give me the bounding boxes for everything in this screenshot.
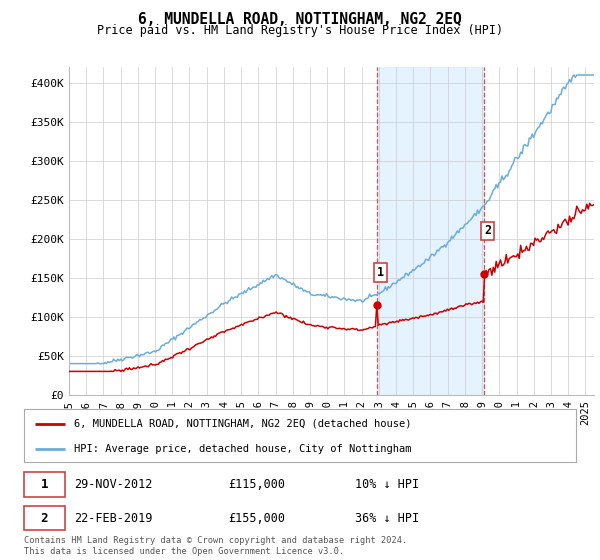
Text: 2: 2 bbox=[484, 225, 491, 237]
Text: 2: 2 bbox=[41, 511, 48, 525]
Text: 36% ↓ HPI: 36% ↓ HPI bbox=[355, 511, 419, 525]
Text: 1: 1 bbox=[377, 266, 385, 279]
Text: 29-NOV-2012: 29-NOV-2012 bbox=[74, 478, 152, 491]
FancyBboxPatch shape bbox=[24, 472, 65, 497]
Text: Contains HM Land Registry data © Crown copyright and database right 2024.
This d: Contains HM Land Registry data © Crown c… bbox=[24, 536, 407, 556]
Text: 6, MUNDELLA ROAD, NOTTINGHAM, NG2 2EQ (detached house): 6, MUNDELLA ROAD, NOTTINGHAM, NG2 2EQ (d… bbox=[74, 419, 411, 429]
Text: 10% ↓ HPI: 10% ↓ HPI bbox=[355, 478, 419, 491]
Text: £115,000: £115,000 bbox=[228, 478, 285, 491]
Text: £155,000: £155,000 bbox=[228, 511, 285, 525]
Text: 22-FEB-2019: 22-FEB-2019 bbox=[74, 511, 152, 525]
Text: HPI: Average price, detached house, City of Nottingham: HPI: Average price, detached house, City… bbox=[74, 444, 411, 454]
Text: 6, MUNDELLA ROAD, NOTTINGHAM, NG2 2EQ: 6, MUNDELLA ROAD, NOTTINGHAM, NG2 2EQ bbox=[138, 12, 462, 27]
Text: 1: 1 bbox=[41, 478, 48, 491]
FancyBboxPatch shape bbox=[24, 506, 65, 530]
Text: Price paid vs. HM Land Registry's House Price Index (HPI): Price paid vs. HM Land Registry's House … bbox=[97, 24, 503, 36]
Bar bbox=[377, 67, 484, 395]
